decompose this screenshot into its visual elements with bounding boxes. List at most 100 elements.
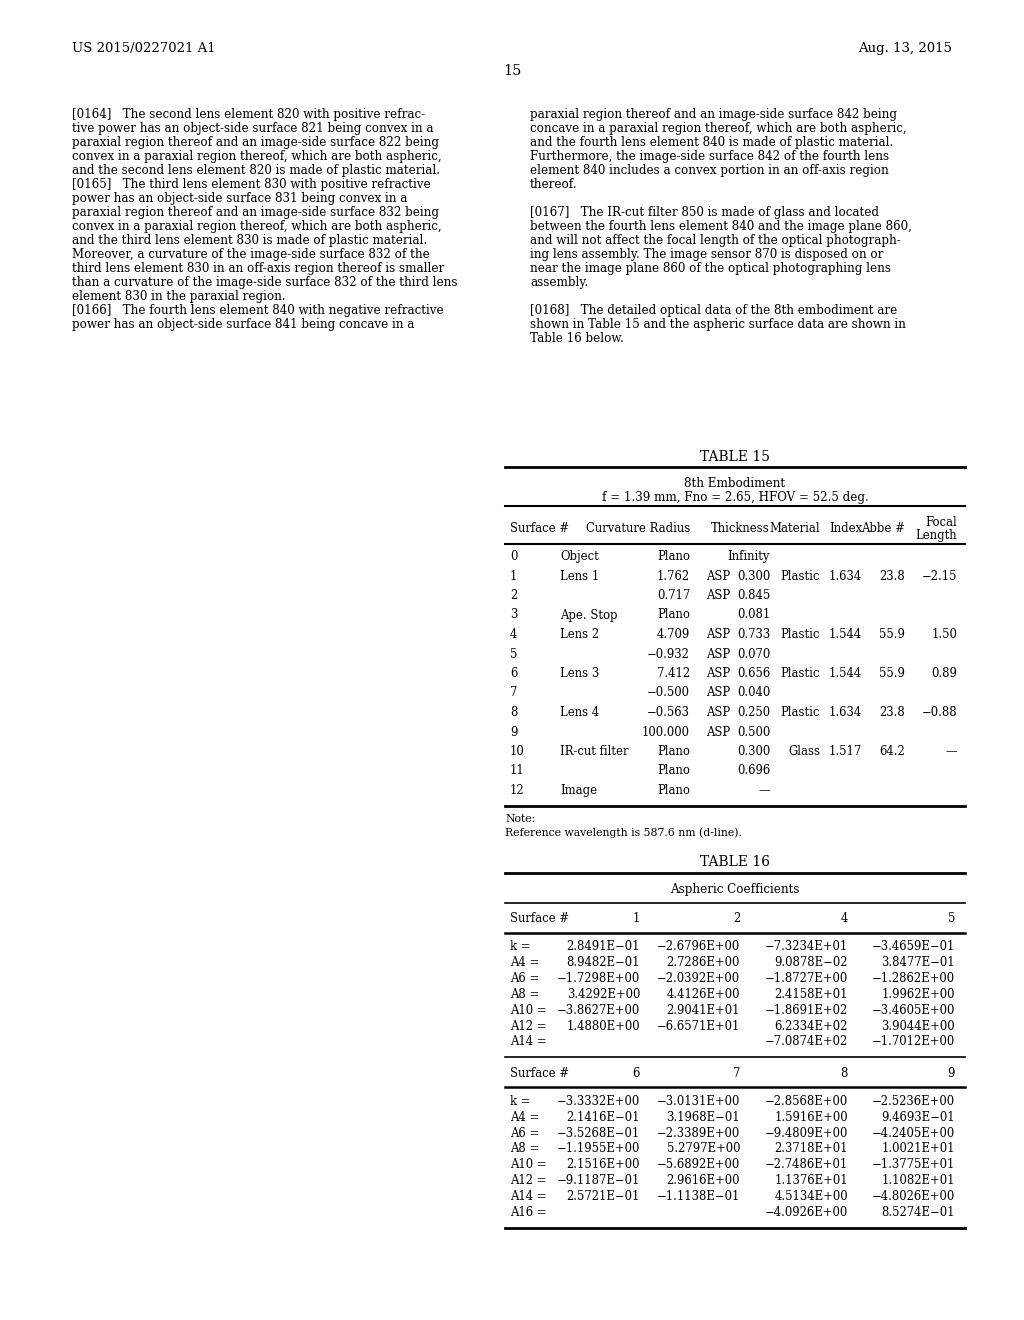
Text: IR-cut filter: IR-cut filter	[560, 744, 629, 758]
Text: −3.4605E+00: −3.4605E+00	[871, 1003, 955, 1016]
Text: 1.9962E+00: 1.9962E+00	[882, 987, 955, 1001]
Text: 0.696: 0.696	[736, 764, 770, 777]
Text: Plano: Plano	[657, 550, 690, 564]
Text: 4: 4	[841, 912, 848, 925]
Text: −2.5236E+00: −2.5236E+00	[871, 1096, 955, 1107]
Text: Index: Index	[828, 521, 862, 535]
Text: 1.1376E+01: 1.1376E+01	[774, 1173, 848, 1187]
Text: −6.6571E+01: −6.6571E+01	[656, 1019, 740, 1032]
Text: −7.0874E+02: −7.0874E+02	[765, 1035, 848, 1048]
Text: 2: 2	[733, 912, 740, 925]
Text: Plastic: Plastic	[780, 706, 820, 719]
Text: 1.1082E+01: 1.1082E+01	[882, 1173, 955, 1187]
Text: —: —	[945, 744, 957, 758]
Text: element 840 includes a convex portion in an off-axis region: element 840 includes a convex portion in…	[530, 164, 889, 177]
Text: −9.1187E−01: −9.1187E−01	[557, 1173, 640, 1187]
Text: ASP: ASP	[706, 667, 730, 680]
Text: −4.8026E+00: −4.8026E+00	[871, 1189, 955, 1203]
Text: Plastic: Plastic	[780, 569, 820, 582]
Text: −1.7298E+00: −1.7298E+00	[557, 972, 640, 985]
Text: [0167]   The IR-cut filter 850 is made of glass and located: [0167] The IR-cut filter 850 is made of …	[530, 206, 879, 219]
Text: 0.733: 0.733	[736, 628, 770, 642]
Text: near the image plane 860 of the optical photographing lens: near the image plane 860 of the optical …	[530, 261, 891, 275]
Text: 23.8: 23.8	[880, 569, 905, 582]
Text: Thickness: Thickness	[712, 521, 770, 535]
Text: Plastic: Plastic	[780, 667, 820, 680]
Text: −1.3775E+01: −1.3775E+01	[871, 1159, 955, 1171]
Text: ASP: ASP	[706, 726, 730, 738]
Text: A4 =: A4 =	[510, 956, 540, 969]
Text: 7: 7	[510, 686, 517, 700]
Text: Object: Object	[560, 550, 599, 564]
Text: 1.544: 1.544	[828, 628, 862, 642]
Text: −1.2862E+00: −1.2862E+00	[871, 972, 955, 985]
Text: 100.000: 100.000	[642, 726, 690, 738]
Text: paraxial region thereof and an image-side surface 822 being: paraxial region thereof and an image-sid…	[72, 136, 439, 149]
Text: A12 =: A12 =	[510, 1019, 547, 1032]
Text: Infinity: Infinity	[727, 550, 770, 564]
Text: A8 =: A8 =	[510, 1143, 540, 1155]
Text: between the fourth lens element 840 and the image plane 860,: between the fourth lens element 840 and …	[530, 220, 912, 234]
Text: A6 =: A6 =	[510, 1127, 540, 1139]
Text: and will not affect the focal length of the optical photograph-: and will not affect the focal length of …	[530, 234, 901, 247]
Text: 5.2797E+00: 5.2797E+00	[667, 1143, 740, 1155]
Text: 6: 6	[510, 667, 517, 680]
Text: Aug. 13, 2015: Aug. 13, 2015	[858, 42, 952, 55]
Text: 1: 1	[510, 569, 517, 582]
Text: −0.932: −0.932	[647, 648, 690, 660]
Text: A14 =: A14 =	[510, 1035, 547, 1048]
Text: Ape. Stop: Ape. Stop	[560, 609, 617, 622]
Text: 2.5721E−01: 2.5721E−01	[566, 1189, 640, 1203]
Text: Plano: Plano	[657, 784, 690, 797]
Text: Lens 2: Lens 2	[560, 628, 599, 642]
Text: 2.4158E+01: 2.4158E+01	[774, 987, 848, 1001]
Text: 1.4880E+00: 1.4880E+00	[566, 1019, 640, 1032]
Text: −1.8727E+00: −1.8727E+00	[765, 972, 848, 985]
Text: 1.634: 1.634	[828, 706, 862, 719]
Text: ASP: ASP	[706, 569, 730, 582]
Text: Moreover, a curvature of the image-side surface 832 of the: Moreover, a curvature of the image-side …	[72, 248, 430, 261]
Text: Material: Material	[769, 521, 820, 535]
Text: 0.500: 0.500	[736, 726, 770, 738]
Text: 55.9: 55.9	[880, 667, 905, 680]
Text: paraxial region thereof and an image-side surface 832 being: paraxial region thereof and an image-sid…	[72, 206, 439, 219]
Text: thereof.: thereof.	[530, 178, 578, 191]
Text: 10: 10	[510, 744, 524, 758]
Text: [0165]   The third lens element 830 with positive refractive: [0165] The third lens element 830 with p…	[72, 178, 431, 191]
Text: Table 16 below.: Table 16 below.	[530, 333, 624, 345]
Text: 8.9482E−01: 8.9482E−01	[566, 956, 640, 969]
Text: 64.2: 64.2	[880, 744, 905, 758]
Text: 11: 11	[510, 764, 524, 777]
Text: 55.9: 55.9	[880, 628, 905, 642]
Text: 5: 5	[510, 648, 517, 660]
Text: 1.0021E+01: 1.0021E+01	[882, 1143, 955, 1155]
Text: ASP: ASP	[706, 706, 730, 719]
Text: 7.412: 7.412	[656, 667, 690, 680]
Text: 1.544: 1.544	[828, 667, 862, 680]
Text: −3.4659E−01: −3.4659E−01	[871, 940, 955, 953]
Text: 8: 8	[841, 1067, 848, 1080]
Text: 4.709: 4.709	[656, 628, 690, 642]
Text: Glass: Glass	[788, 744, 820, 758]
Text: −4.2405E+00: −4.2405E+00	[871, 1127, 955, 1139]
Text: −3.5268E−01: −3.5268E−01	[557, 1127, 640, 1139]
Text: 8.5274E−01: 8.5274E−01	[882, 1205, 955, 1218]
Text: Abbe #: Abbe #	[861, 521, 905, 535]
Text: 4.5134E+00: 4.5134E+00	[774, 1189, 848, 1203]
Text: −3.8627E+00: −3.8627E+00	[557, 1003, 640, 1016]
Text: 0.300: 0.300	[736, 744, 770, 758]
Text: 3.4292E+00: 3.4292E+00	[566, 987, 640, 1001]
Text: A4 =: A4 =	[510, 1111, 540, 1123]
Text: ASP: ASP	[706, 589, 730, 602]
Text: 0.040: 0.040	[736, 686, 770, 700]
Text: f = 1.39 mm, Fno = 2.65, HFOV = 52.5 deg.: f = 1.39 mm, Fno = 2.65, HFOV = 52.5 deg…	[602, 491, 868, 504]
Text: 0: 0	[510, 550, 517, 564]
Text: −7.3234E+01: −7.3234E+01	[765, 940, 848, 953]
Text: 6: 6	[633, 1067, 640, 1080]
Text: 3.8477E−01: 3.8477E−01	[882, 956, 955, 969]
Text: 9.0878E−02: 9.0878E−02	[774, 956, 848, 969]
Text: TABLE 15: TABLE 15	[700, 450, 770, 465]
Text: Focal: Focal	[926, 516, 957, 529]
Text: ASP: ASP	[706, 686, 730, 700]
Text: [0168]   The detailed optical data of the 8th embodiment are: [0168] The detailed optical data of the …	[530, 304, 897, 317]
